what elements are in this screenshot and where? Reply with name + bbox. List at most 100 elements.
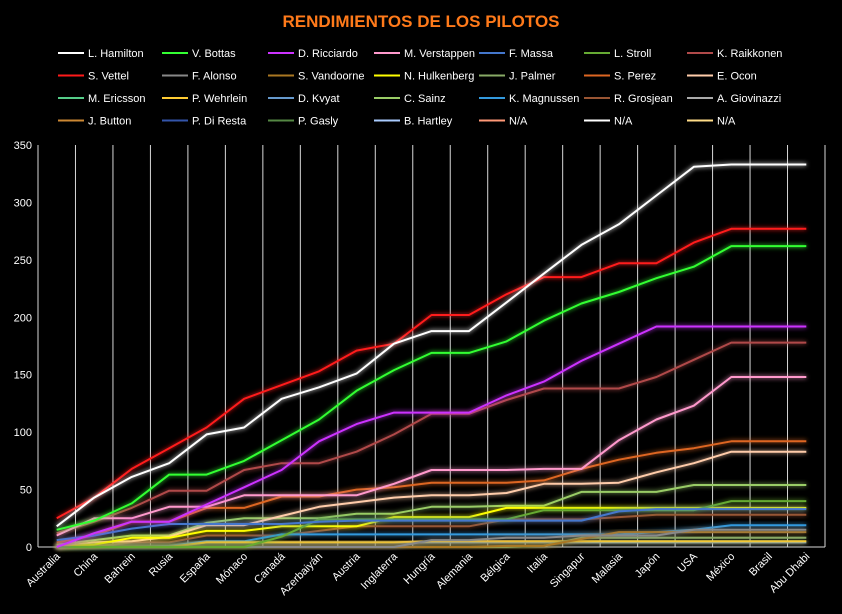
x-tick-label: Mónaco	[214, 551, 250, 587]
legend-label: L. Hamilton	[88, 48, 144, 60]
grid	[37, 145, 826, 548]
y-tick-label: 300	[14, 197, 32, 209]
x-tick-label: Inglaterra	[359, 550, 401, 592]
legend-item-16: D. Kvyat	[268, 93, 340, 105]
legend-item-22: P. Di Resta	[162, 116, 247, 128]
x-tick-label: Alemania	[434, 550, 476, 592]
x-tick-label: Canadá	[252, 550, 288, 586]
legend-item-1: V. Bottas	[162, 48, 236, 60]
series-line-19-r-grosjean	[56, 513, 807, 548]
series-line-10-n-hulkenberg	[56, 506, 807, 548]
legend-item-17: C. Sainz	[374, 93, 446, 105]
legend-label: M. Ericsson	[88, 93, 145, 105]
x-tick-label: Italia	[525, 550, 551, 576]
legend-label: D. Ricciardo	[298, 48, 358, 60]
legend-item-18: K. Magnussen	[479, 93, 579, 105]
legend-label: M. Verstappen	[404, 48, 475, 60]
x-tick-label: Malasia	[590, 550, 626, 586]
legend-label: R. Grosjean	[614, 93, 673, 105]
legend-item-20: A. Giovinazzi	[687, 93, 781, 105]
series-line-12-s-perez	[56, 440, 807, 544]
legend-label: L. Stroll	[614, 48, 651, 60]
series-line-5-l-stroll	[56, 500, 807, 548]
legend-label: S. Vandoorne	[298, 71, 364, 83]
legend-label: B. Hartley	[404, 116, 453, 128]
y-axis: 0 50 100 150 200 250 300 350	[14, 140, 32, 554]
x-tick-label: China	[72, 550, 101, 579]
legend-label: P. Gasly	[298, 116, 339, 128]
legend-label: N/A	[614, 116, 633, 128]
legend: L. Hamilton V. Bottas D. Ricciardo M. Verst…	[58, 48, 782, 128]
x-tick-label: España	[178, 550, 213, 585]
x-tick-label: Abu Dhabi	[768, 551, 813, 596]
legend-item-13: E. Ocon	[687, 71, 757, 83]
x-tick-label: Australia	[24, 550, 63, 589]
legend-item-10: N. Hulkenberg	[374, 71, 474, 83]
legend-label: F. Alonso	[192, 71, 237, 83]
x-tick-label: Hungría	[401, 550, 438, 587]
legend-label: V. Bottas	[192, 48, 236, 60]
y-tick-label: 250	[14, 255, 32, 267]
legend-label: N/A	[509, 116, 528, 128]
series-line-3-m-verstappen	[56, 376, 807, 537]
series-line-7-s-vettel	[56, 227, 807, 520]
x-tick-label: USA	[675, 550, 700, 575]
legend-label: S. Perez	[614, 71, 656, 83]
x-axis: Australia China Bahrein Rusia España Mónaco Ca…	[24, 550, 812, 598]
series-lines	[56, 163, 807, 548]
legend-item-9: S. Vandoorne	[268, 71, 364, 83]
series-line-13-e-ocon	[56, 450, 807, 548]
x-tick-label: Bélgica	[479, 550, 514, 585]
x-tick-label: Brasil	[747, 551, 775, 579]
legend-label: E. Ocon	[717, 71, 757, 83]
y-tick-label: 150	[14, 370, 32, 382]
legend-item-2: D. Ricciardo	[268, 48, 358, 60]
y-tick-label: 350	[14, 140, 32, 152]
legend-label: N/A	[717, 116, 736, 128]
legend-item-11: J. Palmer	[479, 71, 556, 83]
x-tick-label: Bahrein	[103, 551, 138, 586]
series-line-1-v-bottas	[56, 245, 807, 531]
legend-label: K. Raikkonen	[717, 48, 782, 60]
legend-item-26: N/A	[584, 116, 633, 128]
legend-item-25: N/A	[479, 116, 528, 128]
legend-item-0: L. Hamilton	[58, 48, 144, 60]
legend-item-21: J. Button	[58, 116, 131, 128]
legend-item-19: R. Grosjean	[584, 93, 673, 105]
series-line-6-k-raikkonen	[56, 341, 807, 535]
legend-item-7: S. Vettel	[58, 71, 129, 83]
legend-item-27: N/A	[687, 116, 736, 128]
legend-item-23: P. Gasly	[268, 116, 339, 128]
legend-label: A. Giovinazzi	[717, 93, 781, 105]
legend-item-4: F. Massa	[479, 48, 554, 60]
legend-item-15: P. Wehrlein	[162, 93, 247, 105]
legend-item-8: F. Alonso	[162, 71, 237, 83]
series-line-0-l-hamilton	[56, 163, 807, 528]
legend-label: P. Di Resta	[192, 116, 247, 128]
legend-label: P. Wehrlein	[192, 93, 247, 105]
x-tick-label: México	[704, 551, 737, 584]
legend-item-14: M. Ericsson	[58, 93, 145, 105]
legend-item-24: B. Hartley	[374, 116, 453, 128]
legend-label: J. Palmer	[509, 71, 556, 83]
x-tick-label: Rusia	[147, 550, 176, 579]
y-tick-label: 50	[20, 485, 32, 497]
x-tick-label: Singapur	[548, 550, 588, 590]
legend-label: J. Button	[88, 116, 131, 128]
series-line-2-d-ricciardo	[56, 325, 807, 548]
legend-item-12: S. Perez	[584, 71, 656, 83]
legend-label: C. Sainz	[404, 93, 446, 105]
legend-label: D. Kvyat	[298, 93, 340, 105]
legend-item-6: K. Raikkonen	[687, 48, 782, 60]
series-line-15-p-wehrlein	[56, 540, 807, 548]
x-tick-label: Japón	[633, 551, 663, 581]
legend-label: S. Vettel	[88, 71, 129, 83]
legend-label: F. Massa	[509, 48, 554, 60]
series-line-17-c-sainz	[56, 484, 807, 546]
x-tick-label: Austria	[330, 550, 363, 583]
legend-item-3: M. Verstappen	[374, 48, 475, 60]
legend-label: K. Magnussen	[509, 93, 579, 105]
y-tick-label: 200	[14, 312, 32, 324]
legend-label: N. Hulkenberg	[404, 71, 474, 83]
